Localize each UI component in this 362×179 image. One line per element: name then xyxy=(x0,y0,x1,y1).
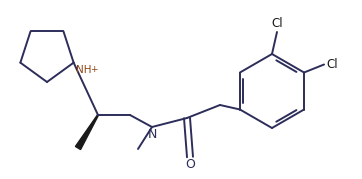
Text: N: N xyxy=(147,128,157,141)
Text: +: + xyxy=(90,65,97,74)
Polygon shape xyxy=(75,115,98,150)
Text: Cl: Cl xyxy=(326,58,338,71)
Text: NH: NH xyxy=(76,65,91,75)
Text: Cl: Cl xyxy=(271,17,283,30)
Text: O: O xyxy=(185,158,195,171)
